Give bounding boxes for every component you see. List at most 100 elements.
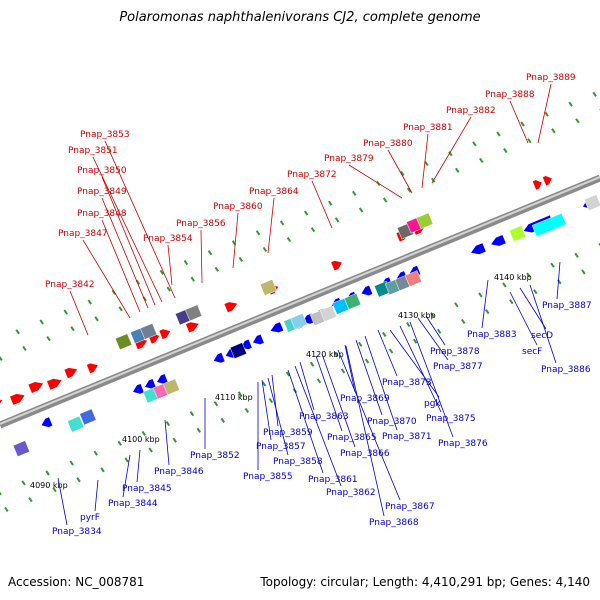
- tick-mark: [21, 480, 26, 486]
- reverse-gene-label: Pnap_3862: [326, 488, 376, 498]
- tick-mark: [406, 187, 412, 193]
- tick-mark: [575, 118, 580, 124]
- reverse-gene-label: Pnap_3873: [382, 378, 432, 388]
- reverse-gene-label: Pnap_3844: [108, 499, 158, 509]
- label-leader-line: [509, 100, 529, 144]
- tick-mark: [340, 368, 346, 374]
- reverse-gene-label: secD: [531, 331, 553, 341]
- reverse-gene-label: Pnap_3845: [122, 484, 172, 494]
- scale-label: 4140 kbp: [494, 273, 532, 282]
- tick-mark: [460, 318, 466, 324]
- label-leader-line: [311, 180, 333, 229]
- tick-mark: [382, 197, 388, 203]
- tick-mark: [526, 272, 531, 278]
- forward-gene-arrow: [64, 367, 78, 379]
- reverse-gene-label: Pnap_3875: [426, 414, 476, 424]
- tick-mark: [333, 351, 339, 357]
- tick-mark: [124, 457, 129, 463]
- label-leader-line: [101, 197, 149, 309]
- tick-mark: [4, 506, 9, 513]
- forward-gene-arrow: [542, 176, 552, 186]
- tick-mark: [52, 487, 57, 493]
- reverse-gene-arrow: [253, 334, 264, 345]
- label-leader-line: [344, 344, 356, 393]
- reverse-gene-arrow: [361, 285, 373, 296]
- label-leader-line: [321, 353, 356, 448]
- label-leader-line: [271, 374, 279, 427]
- gene-feature-block: [184, 304, 203, 322]
- gene-feature-block: [583, 194, 600, 212]
- tick-mark: [388, 348, 394, 354]
- reverse-gene-label: Pnap_3852: [190, 451, 240, 461]
- forward-gene-label: Pnap_3864: [249, 187, 299, 197]
- label-leader-line: [200, 229, 203, 284]
- tick-mark: [76, 477, 81, 483]
- tick-mark: [214, 266, 220, 272]
- label-leader-line: [425, 315, 446, 346]
- label-leader-line: [431, 116, 472, 184]
- tick-mark: [430, 312, 435, 318]
- reverse-gene-arrow: [270, 322, 284, 333]
- forward-gene-label: Pnap_3851: [68, 146, 118, 156]
- tick-mark: [87, 299, 92, 305]
- gene-feature-block: [79, 408, 97, 426]
- tick-mark: [244, 407, 250, 414]
- tick-mark: [117, 440, 122, 446]
- tick-mark: [455, 167, 460, 173]
- tick-mark: [509, 299, 514, 305]
- forward-gene-label: Pnap_3889: [526, 73, 576, 83]
- forward-gene-label: Pnap_3849: [77, 187, 127, 197]
- tick-mark: [213, 401, 219, 407]
- tick-mark: [448, 151, 453, 157]
- scale-label: 4120 kbp: [306, 350, 344, 359]
- label-leader-line: [261, 379, 272, 441]
- label-leader-line: [355, 339, 383, 416]
- tick-mark: [412, 338, 418, 344]
- forward-gene-arrow: [331, 260, 342, 271]
- tick-mark: [262, 246, 268, 253]
- tick-mark: [268, 398, 274, 404]
- reverse-gene-label: Pnap_3869: [340, 394, 390, 404]
- tick-mark: [111, 289, 117, 295]
- tick-mark: [485, 308, 490, 315]
- tick-mark: [436, 328, 442, 334]
- tick-mark: [165, 420, 171, 427]
- sequence-backbone-highlight: [0, 176, 600, 425]
- reverse-gene-arrow: [157, 374, 168, 384]
- tick-mark: [0, 491, 2, 496]
- tick-mark: [592, 91, 597, 97]
- tick-mark: [207, 250, 213, 256]
- tick-mark: [159, 269, 165, 276]
- label-leader-line: [287, 369, 324, 474]
- tick-mark: [63, 309, 68, 315]
- tick-mark: [0, 355, 3, 361]
- label-leader-line: [519, 287, 547, 330]
- reverse-gene-label: Pnap_3866: [340, 449, 390, 459]
- tick-mark: [94, 316, 99, 322]
- tick-mark: [39, 319, 44, 325]
- gene-feature-block: [12, 440, 31, 457]
- forward-gene-arrow: [28, 382, 44, 393]
- tick-mark: [316, 378, 322, 384]
- tick-mark: [400, 170, 405, 177]
- forward-gene-label: Pnap_3882: [446, 106, 496, 116]
- label-leader-line: [101, 219, 141, 313]
- tick-mark: [357, 341, 363, 347]
- reverse-gene-arrow: [471, 243, 486, 255]
- tick-mark: [45, 470, 50, 476]
- forward-gene-label: Pnap_3848: [77, 209, 127, 219]
- label-leader-line: [167, 244, 173, 286]
- forward-gene-arrow: [0, 399, 3, 404]
- gene-feature-block: [404, 270, 423, 287]
- tick-mark: [358, 207, 364, 213]
- tick-mark: [28, 496, 33, 503]
- label-leader-line: [509, 291, 538, 346]
- reverse-gene-label: Pnap_3887: [542, 301, 592, 311]
- gene-feature-block: [139, 323, 158, 340]
- tick-mark: [581, 269, 586, 275]
- tick-mark: [364, 358, 370, 364]
- forward-gene-arrow: [532, 180, 542, 190]
- tick-mark: [93, 450, 98, 456]
- tick-mark: [141, 430, 147, 436]
